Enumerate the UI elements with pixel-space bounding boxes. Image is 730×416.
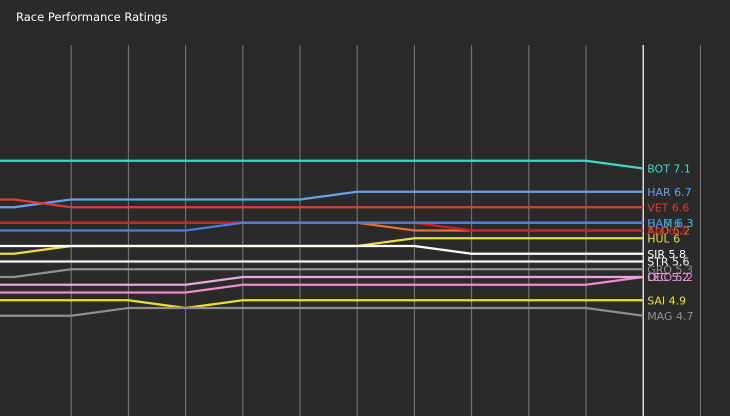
series-line-vet[interactable] [0, 198, 644, 209]
series-line-gas[interactable] [0, 221, 644, 232]
series-label-rai: RAI 6.2 [647, 225, 686, 238]
series-label-hul: HUL 6 [647, 232, 680, 245]
series-line-lec[interactable] [0, 275, 644, 286]
series-label-sir: SIR 5.8 [647, 248, 686, 261]
series-label-oco: OCO 5.2 [647, 271, 693, 284]
series-line-oco[interactable] [0, 275, 644, 294]
series-label-mag: MAG 4.7 [647, 310, 693, 323]
series-line-alo[interactable] [0, 221, 644, 232]
series-label-sai: SAI 4.9 [647, 294, 686, 307]
series-line-bot[interactable] [0, 159, 644, 170]
series-label-str: STR 5.6 [647, 256, 689, 269]
series-label-har: HAR 6.7 [647, 186, 691, 199]
series-lines [0, 159, 644, 317]
series-label-ham: HAM 6.3 [647, 217, 693, 230]
series-label-vet: VET 6.6 [647, 201, 689, 214]
series-label-lec: LEC 5.2 [647, 271, 689, 284]
series-label-bot: BOT 7.1 [647, 163, 691, 176]
series-line-gro[interactable] [0, 268, 644, 279]
series-line-mag[interactable] [0, 306, 644, 317]
series-line-sir[interactable] [0, 244, 644, 255]
series-line-rai[interactable] [0, 221, 644, 232]
series-line-har[interactable] [0, 190, 644, 209]
series-label-gas: GAS 6 [647, 217, 681, 230]
series-label-gro: GRO 5.3 [647, 263, 693, 276]
chart-title: Race Performance Ratings [16, 10, 168, 24]
series-label-alo: ALO 6.2 [647, 225, 690, 238]
series-line-sai[interactable] [0, 299, 644, 310]
